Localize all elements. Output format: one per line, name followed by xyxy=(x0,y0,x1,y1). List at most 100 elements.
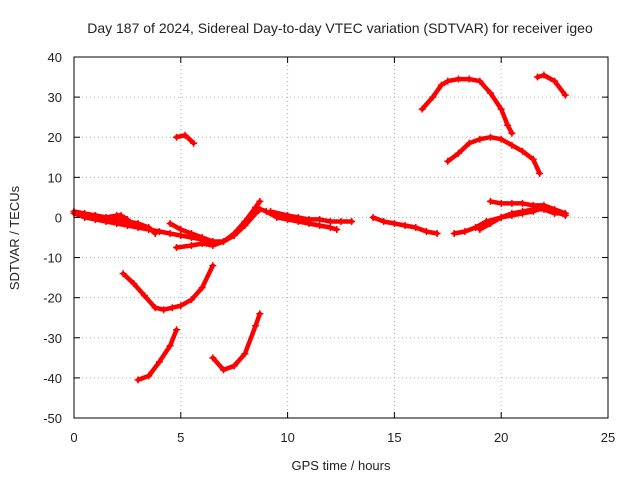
data-point-marker xyxy=(454,75,462,83)
data-point-marker xyxy=(145,223,153,231)
data-point-marker xyxy=(316,215,324,223)
data-point-marker xyxy=(102,213,110,221)
data-point-marker xyxy=(256,197,264,205)
data-point-marker xyxy=(198,240,206,248)
data-point-marker xyxy=(472,223,480,231)
y-axis-label: SDTVAR / TECUs xyxy=(7,185,22,290)
y-tick-label: 0 xyxy=(55,210,62,225)
data-point-marker xyxy=(412,223,420,231)
data-point-marker xyxy=(267,207,275,215)
data-point-marker xyxy=(561,91,569,99)
data-point-marker xyxy=(487,219,495,227)
data-point-marker xyxy=(256,310,264,318)
data-point-marker xyxy=(91,211,99,219)
data-point-marker xyxy=(160,306,168,314)
series-arc-16 xyxy=(120,263,216,312)
chart-title: Day 187 of 2024, Sidereal Day-to-day VTE… xyxy=(87,20,593,36)
data-point-marker xyxy=(348,217,356,225)
data-point-marker xyxy=(561,209,569,217)
data-point-marker xyxy=(433,229,441,237)
data-point-marker xyxy=(487,89,495,97)
y-tick-label: 20 xyxy=(48,130,62,145)
x-tick-label: 10 xyxy=(280,430,294,445)
data-point-marker xyxy=(187,296,195,304)
data-point-marker xyxy=(252,203,260,211)
y-tick-label: 40 xyxy=(48,50,62,65)
data-point-marker xyxy=(497,213,505,221)
data-point-marker xyxy=(444,157,452,165)
data-point-marker xyxy=(119,270,127,278)
data-point-marker xyxy=(540,71,548,79)
data-point-marker xyxy=(305,215,313,223)
data-point-marker xyxy=(187,229,195,237)
data-point-marker xyxy=(134,219,142,227)
data-point-marker xyxy=(401,221,409,229)
x-tick-label: 15 xyxy=(387,430,401,445)
data-point-marker xyxy=(333,225,341,233)
data-point-marker xyxy=(418,105,426,113)
data-point-marker xyxy=(241,217,249,225)
data-point-marker xyxy=(476,77,484,85)
data-point-marker xyxy=(209,354,217,362)
series-arc-13 xyxy=(419,76,515,136)
data-point-marker xyxy=(534,73,542,81)
data-point-marker xyxy=(117,211,125,219)
data-point-marker xyxy=(519,147,527,155)
data-point-marker xyxy=(177,302,185,310)
data-point-marker xyxy=(519,207,527,215)
data-point-marker xyxy=(113,215,121,223)
data-point-marker xyxy=(220,366,228,374)
x-tick-label: 5 xyxy=(177,430,184,445)
data-point-marker xyxy=(504,121,512,129)
data-point-marker xyxy=(529,201,537,209)
y-tick-label: -30 xyxy=(43,331,62,346)
data-point-marker xyxy=(444,77,452,85)
data-point-marker xyxy=(177,231,185,239)
data-point-marker xyxy=(497,105,505,113)
data-point-marker xyxy=(536,169,544,177)
data-point-marker xyxy=(529,155,537,163)
data-point-marker xyxy=(130,280,138,288)
y-tick-label: -40 xyxy=(43,371,62,386)
data-point-marker xyxy=(508,141,516,149)
grid-lines xyxy=(74,57,608,418)
x-axis-label: GPS time / hours xyxy=(292,458,391,473)
data-point-marker xyxy=(326,223,334,231)
data-point-marker xyxy=(241,350,249,358)
data-point-marker xyxy=(497,135,505,143)
data-point-marker xyxy=(173,244,181,252)
data-point-marker xyxy=(166,342,174,350)
data-point-marker xyxy=(198,284,206,292)
data-point-marker xyxy=(155,227,163,235)
data-point-marker xyxy=(140,292,148,300)
data-point-marker xyxy=(230,362,238,370)
series-arc-15 xyxy=(535,72,568,98)
data-point-marker xyxy=(437,81,445,89)
data-point-marker xyxy=(187,242,195,250)
y-tick-label: 30 xyxy=(48,90,62,105)
data-point-marker xyxy=(551,205,559,213)
data-point-marker xyxy=(497,199,505,207)
data-point-marker xyxy=(181,131,189,139)
y-tick-label: -10 xyxy=(43,251,62,266)
data-point-marker xyxy=(284,211,292,219)
data-point-marker xyxy=(81,213,89,221)
data-point-marker xyxy=(316,221,324,229)
data-point-marker xyxy=(151,304,159,312)
x-tick-label: 20 xyxy=(494,430,508,445)
data-point-marker xyxy=(166,219,174,227)
data-point-marker xyxy=(294,213,302,221)
data-point-marker xyxy=(326,217,334,225)
data-point-marker xyxy=(551,77,559,85)
data-point-marker xyxy=(476,135,484,143)
data-point-marker xyxy=(461,227,469,235)
data-point-marker xyxy=(173,326,181,334)
data-point-marker xyxy=(540,201,548,209)
data-series xyxy=(70,71,569,384)
data-point-marker xyxy=(422,227,430,235)
y-tick-label: -20 xyxy=(43,291,62,306)
data-point-marker xyxy=(166,229,174,237)
x-tick-label: 25 xyxy=(601,430,615,445)
data-point-marker xyxy=(454,149,462,157)
